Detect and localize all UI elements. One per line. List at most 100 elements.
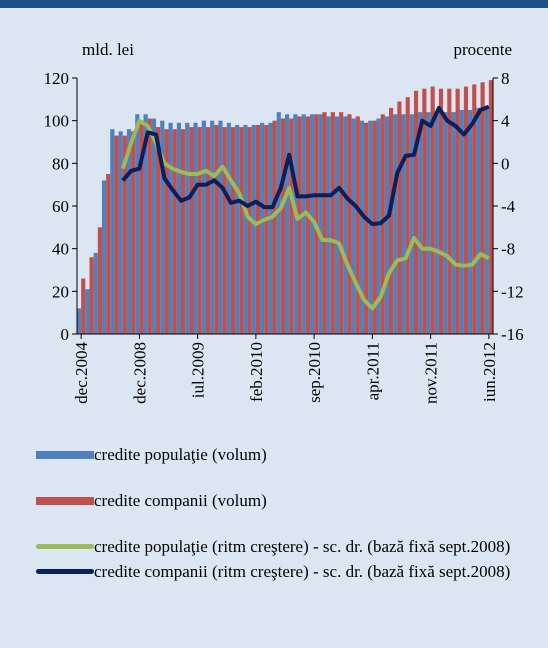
bar — [156, 127, 161, 334]
legend-label: credite populaţie (ritm creştere) - sc. … — [94, 537, 511, 556]
bar — [326, 116, 331, 335]
bar — [185, 122, 190, 334]
bar — [264, 124, 269, 334]
bar — [160, 120, 165, 335]
y-tick-label: 20 — [52, 282, 69, 301]
bar — [272, 120, 277, 335]
chart: mld. lei procente 020406080100120-16-12-… — [44, 40, 524, 404]
bar — [247, 127, 252, 334]
y-tick-label: 60 — [52, 197, 69, 216]
bar — [293, 114, 298, 335]
y-tick-label: 40 — [52, 240, 69, 259]
bar — [305, 116, 310, 335]
bar — [355, 116, 360, 335]
bar — [372, 120, 377, 335]
bar — [201, 120, 206, 335]
y2-tick-label: 8 — [501, 69, 510, 88]
line — [121, 104, 490, 227]
y-tick-label: 0 — [61, 325, 70, 344]
bar — [143, 114, 148, 335]
x-tick-label: feb.2010 — [247, 342, 266, 402]
bar — [139, 120, 144, 335]
bar — [384, 116, 389, 335]
bar — [463, 86, 469, 335]
bar — [455, 88, 460, 335]
bar — [468, 110, 473, 334]
bar — [210, 120, 215, 335]
bar — [172, 129, 177, 334]
bar — [197, 127, 202, 334]
y2-tick-label: -12 — [501, 282, 524, 301]
bar — [205, 127, 211, 334]
bar — [243, 124, 248, 334]
bar — [118, 131, 123, 334]
bar — [347, 114, 352, 335]
bar — [81, 278, 86, 334]
bar — [164, 129, 169, 334]
bar — [131, 131, 136, 334]
bar — [330, 112, 335, 334]
bar — [222, 127, 227, 334]
bar — [318, 114, 323, 335]
bar — [434, 112, 439, 334]
bar — [459, 110, 464, 334]
bar — [89, 257, 94, 334]
bar — [422, 88, 427, 335]
y2-tick-label: -16 — [501, 325, 524, 344]
bar — [176, 122, 181, 334]
x-tick-label: iun.2012 — [480, 342, 499, 402]
bar — [418, 112, 423, 334]
bar — [168, 122, 173, 334]
y2-axis-label: procente — [453, 40, 512, 59]
bar — [443, 112, 448, 334]
y-tick-label: 80 — [52, 154, 69, 173]
bar — [151, 118, 157, 335]
bar — [301, 114, 306, 335]
bar — [351, 118, 356, 335]
bar — [438, 88, 444, 335]
legend-item: credite populaţie (ritm creştere) - sc. … — [36, 536, 516, 557]
bar — [97, 227, 102, 334]
legend-label: credite companii (volum) — [94, 491, 267, 510]
x-tick-label: dec.2008 — [130, 342, 149, 404]
bar — [106, 174, 111, 334]
bar — [276, 112, 281, 334]
legend-swatch — [36, 497, 94, 505]
bar — [380, 114, 385, 335]
bar — [77, 308, 82, 334]
bar — [359, 120, 365, 335]
bar — [101, 180, 107, 334]
bar — [226, 122, 231, 334]
bar — [488, 80, 493, 334]
bar — [268, 122, 273, 334]
bar — [126, 129, 132, 334]
bar — [376, 118, 381, 335]
bar — [218, 120, 223, 335]
bar — [255, 124, 261, 334]
legend-item: credite companii (volum) — [36, 490, 516, 511]
bar — [405, 97, 410, 334]
y2-tick-label: -4 — [501, 197, 516, 216]
bar — [181, 129, 186, 334]
bar — [235, 124, 240, 334]
x-tick-label: iul.2009 — [189, 342, 208, 398]
bar — [364, 122, 369, 334]
legend-item: credite companii (ritm creştere) - sc. d… — [36, 561, 516, 582]
bar — [110, 129, 115, 334]
bar — [135, 114, 140, 335]
bar — [280, 118, 285, 335]
y-tick-label: 100 — [44, 112, 70, 131]
bar — [343, 116, 348, 335]
bar — [122, 135, 127, 334]
bar — [214, 124, 219, 334]
bar — [193, 122, 198, 334]
bar — [484, 105, 489, 334]
bar — [426, 112, 431, 334]
bar — [260, 122, 265, 334]
bar — [339, 112, 344, 334]
bar — [239, 127, 244, 334]
y2-tick-label: 4 — [501, 112, 510, 131]
bar — [322, 112, 327, 334]
bar — [447, 88, 452, 335]
